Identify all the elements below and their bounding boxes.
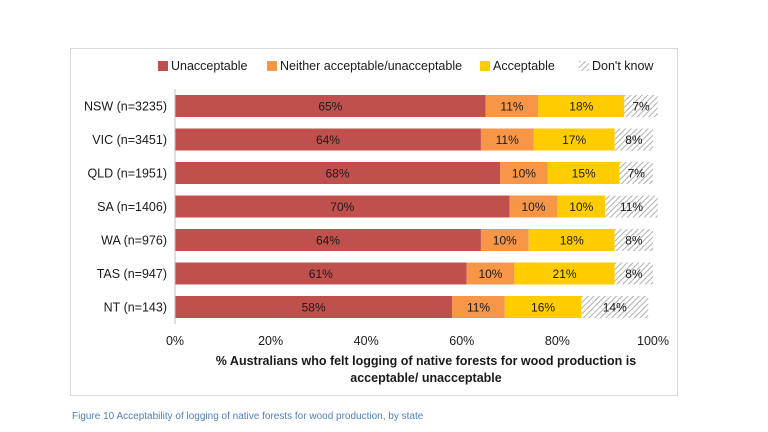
bar-segment xyxy=(485,95,539,117)
bar-segment xyxy=(614,128,653,151)
data-label: 61% xyxy=(309,267,333,281)
legend-label: Acceptable xyxy=(493,59,555,73)
data-label: 64% xyxy=(316,234,340,248)
x-tick-label: 40% xyxy=(354,334,379,348)
legend-swatch xyxy=(158,61,168,71)
data-label: 65% xyxy=(318,100,342,114)
bar-segment xyxy=(581,296,649,318)
x-axis-title: % Australians who felt logging of native… xyxy=(216,354,636,368)
data-label: 68% xyxy=(326,167,350,181)
data-label: 64% xyxy=(316,133,340,147)
bar-segment xyxy=(605,195,658,218)
x-axis-title: acceptable/ unacceptable xyxy=(350,371,502,385)
bar-row: SA (n=1406) 70% 10% 10% 11% xyxy=(97,195,658,218)
chart-frame: Unacceptable Neither acceptable/unaccepta… xyxy=(70,48,678,396)
category-label: VIC (n=3451) xyxy=(92,133,167,147)
bar-segment xyxy=(175,95,486,117)
category-label: WA (n=976) xyxy=(101,234,167,248)
bar-segment xyxy=(538,95,625,117)
category-label: NSW (n=3235) xyxy=(84,100,167,114)
bar-segment xyxy=(175,162,501,184)
data-label: 11% xyxy=(467,301,490,315)
stacked-bar-chart: Unacceptable Neither acceptable/unaccepta… xyxy=(84,59,669,385)
x-tick-label: 0% xyxy=(166,334,184,348)
legend-swatch xyxy=(267,61,277,71)
legend-label: Don't know xyxy=(592,59,654,73)
data-label: 10% xyxy=(569,200,593,214)
category-label: SA (n=1406) xyxy=(97,200,167,214)
chart-bars: NSW (n=3235) 65% 11% 18% 7% VIC (n=3451) 64% 11… xyxy=(84,95,658,318)
bar-segment xyxy=(175,195,510,218)
data-label: 11% xyxy=(620,200,643,214)
data-label: 7% xyxy=(628,167,646,181)
data-label: 7% xyxy=(632,100,650,114)
bar-segment xyxy=(528,229,615,251)
bar-row: WA (n=976) 64% 10% 18% 8% xyxy=(101,229,653,251)
bar-segment xyxy=(480,128,534,151)
bar-row: TAS (n=947) 61% 10% 21% 8% xyxy=(97,262,653,285)
legend-swatch xyxy=(480,61,490,71)
bar-segment xyxy=(614,229,653,251)
legend-label: Neither acceptable/unacceptable xyxy=(280,59,462,73)
legend-label: Unacceptable xyxy=(171,59,247,73)
category-label: TAS (n=947) xyxy=(97,267,167,281)
bar-segment xyxy=(480,229,529,251)
legend-swatch xyxy=(579,61,589,71)
bar-segment xyxy=(175,128,481,151)
bar-segment xyxy=(452,296,505,318)
chart-legend: Unacceptable Neither acceptable/unaccepta… xyxy=(158,59,654,73)
bar-row: NT (n=143) 58% 11% 16% 14% xyxy=(104,296,649,318)
bar-segment xyxy=(614,262,653,285)
bar-segment xyxy=(509,195,558,218)
figure-caption: Figure 10 Acceptability of logging of na… xyxy=(72,411,424,422)
bar-row: NSW (n=3235) 65% 11% 18% 7% xyxy=(84,95,658,117)
x-tick-label: 80% xyxy=(545,334,570,348)
data-label: 14% xyxy=(603,301,627,315)
data-label: 8% xyxy=(625,133,643,147)
x-tick-label: 20% xyxy=(258,334,283,348)
bar-segment xyxy=(504,296,582,318)
data-label: 18% xyxy=(560,234,584,248)
bar-row: QLD (n=1951) 68% 10% 15% 7% xyxy=(87,162,653,184)
data-label: 10% xyxy=(512,167,536,181)
data-label: 17% xyxy=(562,133,586,147)
category-label: NT (n=143) xyxy=(104,301,167,315)
bar-segment xyxy=(175,296,453,318)
data-label: 10% xyxy=(478,267,502,281)
bar-segment xyxy=(547,162,620,184)
x-tick-label: 100% xyxy=(637,334,669,348)
category-label: QLD (n=1951) xyxy=(87,167,167,181)
data-label: 18% xyxy=(569,100,593,114)
bar-row: VIC (n=3451) 64% 11% 17% 8% xyxy=(92,128,653,151)
legend-item: Don't know xyxy=(579,59,654,73)
legend-item: Acceptable xyxy=(480,59,555,73)
data-label: 8% xyxy=(625,234,643,248)
data-label: 70% xyxy=(330,200,354,214)
bar-segment xyxy=(514,262,615,285)
data-label: 11% xyxy=(500,100,523,114)
legend-item: Neither acceptable/unacceptable xyxy=(267,59,462,73)
data-label: 11% xyxy=(496,133,519,147)
bar-segment xyxy=(533,128,615,151)
bar-segment xyxy=(619,162,653,184)
bar-segment xyxy=(175,229,481,251)
data-label: 10% xyxy=(521,200,545,214)
x-tick-label: 60% xyxy=(449,334,474,348)
data-label: 15% xyxy=(572,167,596,181)
bar-segment xyxy=(500,162,548,184)
data-label: 21% xyxy=(553,267,577,281)
data-label: 58% xyxy=(302,301,326,315)
data-label: 10% xyxy=(493,234,517,248)
legend-item: Unacceptable xyxy=(158,59,247,73)
chart-axes: 0% 20% 40% 60% 80% 100%% Australians who felt… xyxy=(166,89,669,385)
bar-segment xyxy=(466,262,515,285)
data-label: 16% xyxy=(531,301,555,315)
bar-segment xyxy=(557,195,606,218)
bar-segment xyxy=(624,95,658,117)
bar-segment xyxy=(175,262,467,285)
data-label: 8% xyxy=(625,267,643,281)
